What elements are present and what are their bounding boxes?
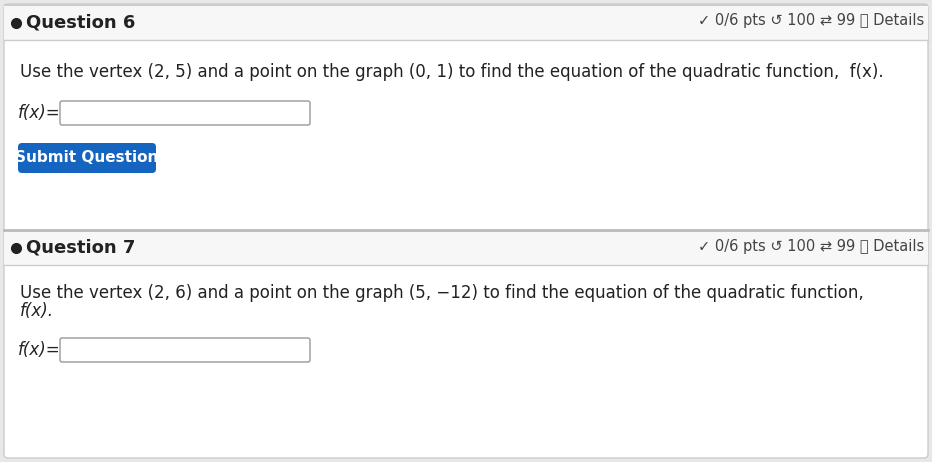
Text: f(x)=: f(x)= [18,341,61,359]
Text: ✓ 0/6 pts ↺ 100 ⇄ 99 ⓘ Details: ✓ 0/6 pts ↺ 100 ⇄ 99 ⓘ Details [698,239,924,255]
Text: Question 6: Question 6 [26,14,135,32]
Bar [4,230,928,265]
Bar [4,6,928,40]
FancyBboxPatch shape [4,4,928,458]
FancyBboxPatch shape [18,143,156,173]
Text: Question 7: Question 7 [26,238,135,256]
Text: f(x)=: f(x)= [18,104,61,122]
Bar [4,4,928,6]
Text: f(x).: f(x). [20,302,54,320]
Text: Submit Question: Submit Question [15,151,158,165]
Text: Use the vertex (2, 5) and a point on the graph (0, 1) to find the equation of th: Use the vertex (2, 5) and a point on the… [20,63,884,81]
Text: ✓ 0/6 pts ↺ 100 ⇄ 99 ⓘ Details: ✓ 0/6 pts ↺ 100 ⇄ 99 ⓘ Details [698,12,924,28]
Text: Use the vertex (2, 6) and a point on the graph (5, −12) to find the equation of : Use the vertex (2, 6) and a point on the… [20,284,864,302]
FancyBboxPatch shape [60,101,310,125]
FancyBboxPatch shape [60,338,310,362]
